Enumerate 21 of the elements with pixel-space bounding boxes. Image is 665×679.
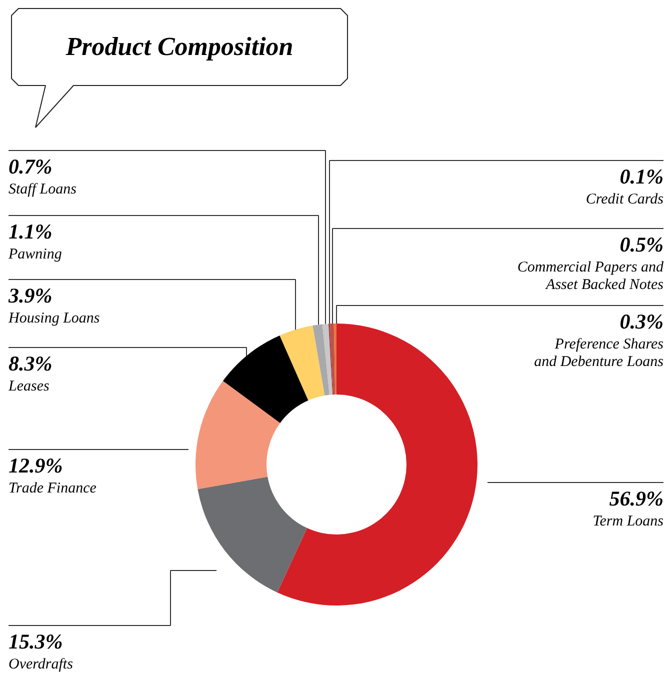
slice-label: Term Loans (592, 514, 664, 530)
slice-label: Pawning (8, 246, 62, 262)
data-label: 8.3% (8, 352, 52, 376)
slice-label: Preference Shares and Debenture Loans (534, 336, 664, 370)
data-label: 0.5% (620, 232, 664, 256)
data-label: 12.9% (8, 454, 63, 478)
slice-label: Leases (8, 378, 50, 394)
chart-title: Product Composition (64, 32, 294, 61)
data-label: 0.7% (8, 154, 52, 178)
data-label: 0.1% (620, 164, 664, 188)
data-label: 3.9% (8, 284, 52, 308)
slice-label: Housing Loans (8, 310, 100, 326)
slice-label: Credit Cards (586, 192, 664, 208)
data-label: 56.9% (609, 486, 664, 510)
slice-label: Commercial Papers and Asset Backed Notes (517, 260, 664, 294)
slice-label: Overdrafts (8, 656, 74, 672)
slice-label: Staff Loans (8, 182, 77, 198)
data-label: 1.1% (8, 220, 52, 244)
data-label: 15.3% (8, 630, 63, 654)
slice-label: Trade Finance (8, 480, 97, 496)
data-label: 0.3% (620, 310, 664, 334)
